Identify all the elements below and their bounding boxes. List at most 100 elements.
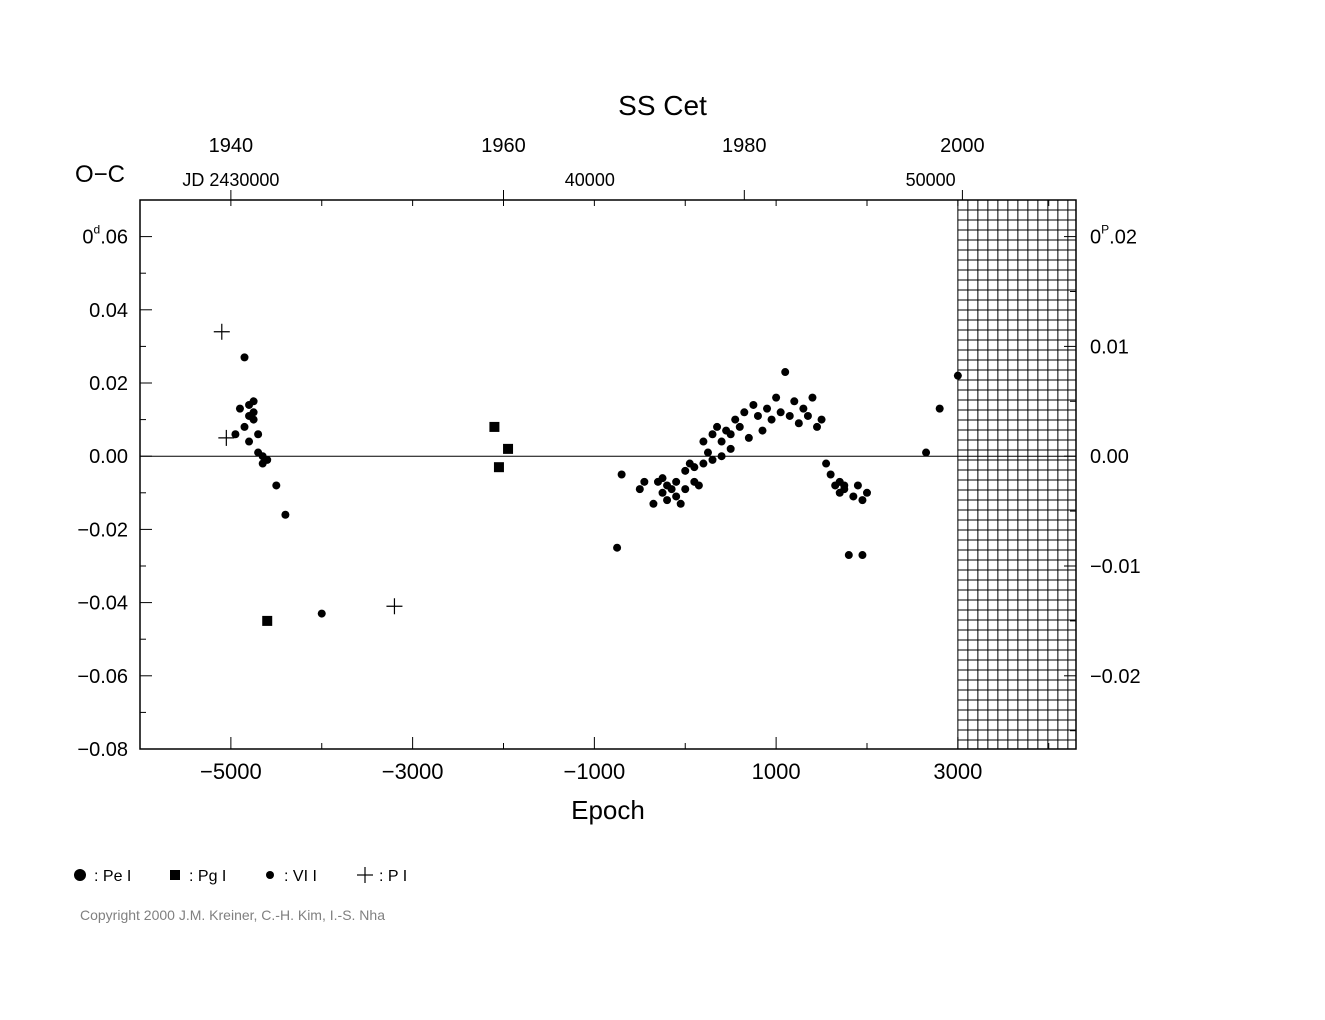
svg-text:0.04: 0.04	[89, 300, 128, 322]
data-point	[749, 401, 757, 409]
svg-text:1960: 1960	[481, 135, 526, 157]
data-point	[795, 419, 803, 427]
data-point	[241, 353, 249, 361]
legend-marker	[266, 871, 274, 879]
data-point	[618, 471, 626, 479]
data-point	[668, 485, 676, 493]
x-axis-label: Epoch	[571, 795, 645, 825]
legend-label: : Pe I	[94, 868, 131, 885]
data-point	[236, 405, 244, 413]
data-point	[936, 405, 944, 413]
data-point	[272, 481, 280, 489]
data-point	[681, 485, 689, 493]
data-point	[772, 394, 780, 402]
data-point	[672, 492, 680, 500]
data-point	[494, 462, 504, 472]
data-point	[503, 444, 513, 454]
copyright-text: Copyright 2000 J.M. Kreiner, C.-H. Kim, …	[80, 907, 385, 923]
data-point	[822, 460, 830, 468]
data-point	[922, 449, 930, 457]
data-point	[740, 408, 748, 416]
svg-text:0.00: 0.00	[1090, 446, 1129, 468]
data-point	[681, 467, 689, 475]
data-point	[713, 423, 721, 431]
legend-marker	[170, 870, 180, 880]
svg-text:−3000: −3000	[382, 759, 444, 784]
data-point	[672, 478, 680, 486]
data-point	[808, 394, 816, 402]
data-point	[745, 434, 753, 442]
data-point	[250, 397, 258, 405]
data-point	[786, 412, 794, 420]
svg-text:0.01: 0.01	[1090, 336, 1129, 358]
svg-text:−0.08: −0.08	[77, 739, 128, 761]
data-point	[863, 489, 871, 497]
svg-text:50000: 50000	[906, 170, 956, 190]
data-point	[241, 423, 249, 431]
data-point	[804, 412, 812, 420]
data-point	[840, 481, 848, 489]
data-point	[845, 551, 853, 559]
data-point	[695, 481, 703, 489]
data-point	[677, 500, 685, 508]
svg-text:0.02: 0.02	[89, 373, 128, 395]
data-point	[709, 430, 717, 438]
chart-svg: −5000−3000−100010003000Epoch−0.08−0.06−0…	[0, 0, 1325, 1020]
data-point	[250, 408, 258, 416]
svg-text:−0.01: −0.01	[1090, 556, 1141, 578]
data-point	[763, 405, 771, 413]
data-point	[854, 481, 862, 489]
jd-prefix: JD 2430000	[182, 170, 279, 190]
legend-marker	[74, 869, 86, 881]
legend-label: : P I	[379, 868, 407, 885]
svg-text:1980: 1980	[722, 135, 767, 157]
svg-text:0d.06: 0d.06	[82, 223, 128, 249]
data-point	[699, 438, 707, 446]
chart-container: −5000−3000−100010003000Epoch−0.08−0.06−0…	[0, 0, 1325, 1020]
data-point	[818, 416, 826, 424]
data-point	[690, 463, 698, 471]
data-point	[858, 551, 866, 559]
data-point	[758, 427, 766, 435]
data-point	[250, 416, 258, 424]
svg-text:3000: 3000	[933, 759, 982, 784]
data-point	[281, 511, 289, 519]
data-point	[799, 405, 807, 413]
svg-text:40000: 40000	[565, 170, 615, 190]
svg-text:−0.02: −0.02	[77, 519, 128, 541]
data-point	[636, 485, 644, 493]
data-point	[704, 449, 712, 457]
data-point	[709, 456, 717, 464]
svg-text:−5000: −5000	[200, 759, 262, 784]
data-point	[718, 452, 726, 460]
svg-text:0P.02: 0P.02	[1090, 223, 1137, 249]
data-point	[790, 397, 798, 405]
legend-label: : VI I	[284, 868, 317, 885]
data-point	[827, 471, 835, 479]
data-point	[727, 445, 735, 453]
svg-text:2000: 2000	[940, 135, 985, 157]
y-left-label: O−C	[75, 161, 125, 188]
legend-label: : Pg I	[189, 868, 226, 885]
data-point	[663, 496, 671, 504]
data-point	[263, 456, 271, 464]
data-point	[318, 610, 326, 618]
svg-text:1940: 1940	[209, 135, 254, 157]
data-point	[781, 368, 789, 376]
chart-title: SS Cet	[618, 90, 707, 121]
svg-text:−0.02: −0.02	[1090, 666, 1141, 688]
data-point	[718, 438, 726, 446]
data-point	[754, 412, 762, 420]
data-point	[254, 430, 262, 438]
data-point	[813, 423, 821, 431]
data-point	[768, 416, 776, 424]
data-point	[727, 430, 735, 438]
svg-text:−0.06: −0.06	[77, 666, 128, 688]
data-point	[736, 423, 744, 431]
data-point	[659, 474, 667, 482]
svg-text:0.00: 0.00	[89, 446, 128, 468]
data-point	[262, 616, 272, 626]
data-point	[245, 438, 253, 446]
data-point	[858, 496, 866, 504]
data-point	[699, 460, 707, 468]
